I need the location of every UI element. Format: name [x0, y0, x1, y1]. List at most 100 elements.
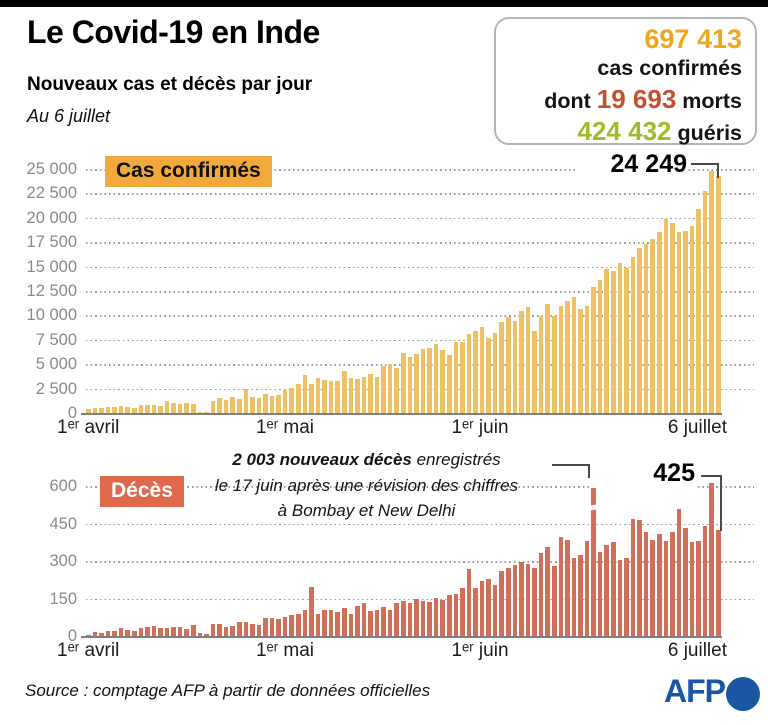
cas_confirmes-bar	[689, 226, 695, 413]
cas_confirmes-bar	[420, 349, 426, 413]
deces-bar	[433, 597, 439, 636]
deces-bar	[394, 603, 399, 636]
cas_confirmes-bar	[105, 407, 111, 413]
cas_confirmes-bar	[138, 405, 144, 413]
cas_confirmes-bar	[604, 269, 609, 413]
cas_confirmes-bar	[427, 348, 432, 413]
cas_confirmes-bar	[368, 374, 373, 413]
cas_confirmes-bar	[289, 388, 294, 413]
deces-bar	[151, 626, 157, 636]
recovered-count-line: 424 432 guéris	[496, 116, 742, 149]
cases-peak-value: 24 249	[575, 150, 687, 179]
gridline	[86, 598, 754, 601]
y-tick-label: 600	[49, 477, 77, 495]
recovered-suffix: guéris	[671, 121, 742, 145]
y-tick-label: 2 500	[35, 379, 77, 398]
cas_confirmes-bar	[276, 395, 281, 413]
cas_confirmes-bar	[492, 333, 498, 413]
deces-bar	[663, 541, 669, 636]
gridline	[86, 217, 754, 220]
deces-bar	[479, 580, 485, 636]
cas_confirmes-bar	[204, 411, 209, 413]
cas_confirmes-bar	[223, 400, 229, 413]
deaths-suffix: morts	[676, 89, 742, 113]
y-tick-label: 17 500	[26, 233, 77, 252]
deaths-chart-label-chip: Décès	[100, 476, 184, 507]
deces-bar	[191, 625, 196, 636]
cas_confirmes-bar	[99, 407, 104, 413]
y-tick-label: 22 500	[26, 184, 77, 203]
deces-bar	[302, 610, 308, 636]
y-tick-label: 7 500	[35, 330, 77, 349]
deces-bar	[269, 618, 275, 636]
gridline	[86, 291, 754, 293]
deces-bar	[624, 558, 629, 636]
cas_confirmes-bar	[650, 238, 655, 413]
annotation-bold-text: 2 003 nouveaux décès	[232, 450, 412, 469]
deces-bar	[401, 601, 406, 636]
deaths-plot-area: 600 450 300 150 0	[49, 477, 754, 645]
cas_confirmes-bar	[702, 190, 708, 413]
cas_confirmes-bar	[401, 352, 406, 413]
cas_confirmes-bar	[335, 380, 340, 413]
deces-bar	[440, 599, 445, 636]
cas_confirmes-bar	[309, 384, 314, 413]
deces-bar	[99, 633, 104, 636]
cas_confirmes-bar	[676, 232, 682, 413]
cas_confirmes-bar	[125, 407, 130, 413]
deces-bar	[407, 602, 413, 636]
y-tick-label: 5 000	[35, 355, 77, 374]
gridline	[86, 193, 754, 195]
cas_confirmes-bar	[250, 397, 255, 413]
cas_confirmes-bar	[519, 311, 524, 413]
cas_confirmes-bar	[171, 402, 176, 413]
cas_confirmes-bar	[440, 350, 445, 413]
gridline	[86, 339, 754, 342]
deces-bar	[322, 610, 327, 636]
date-note: Au 6 juillet	[27, 106, 111, 126]
deces-bar	[309, 587, 314, 636]
cas_confirmes-bar	[446, 355, 452, 413]
deces-bar	[341, 608, 347, 636]
deces-bar	[446, 594, 452, 636]
deces-bar	[361, 602, 367, 636]
deces-bar	[630, 519, 636, 636]
cas_confirmes-bar	[328, 381, 334, 413]
cas_confirmes-bar	[394, 367, 399, 413]
y-tick-label: 450	[49, 514, 77, 533]
cas_confirmes-bar	[565, 301, 570, 413]
cas_confirmes-bar	[571, 296, 577, 413]
cas_confirmes-bar	[243, 388, 249, 413]
deces-bar	[276, 619, 281, 636]
deces-bar	[348, 614, 354, 636]
annotation-callout-line	[552, 464, 590, 478]
cas_confirmes-bar	[532, 330, 537, 413]
y-tick-label: 10 000	[26, 306, 77, 325]
deces-bar	[177, 626, 183, 636]
deces-bar	[145, 626, 150, 636]
deces-bar	[656, 534, 662, 636]
cas_confirmes-bar	[387, 363, 393, 413]
deces-bar	[696, 541, 701, 636]
deces-bar	[466, 568, 472, 636]
cas_confirmes-bar	[210, 400, 216, 413]
deces-bar	[506, 567, 511, 636]
deces-bar	[230, 625, 235, 636]
deces-bar	[236, 621, 242, 636]
cas_confirmes-bar	[361, 376, 367, 413]
deces-bar	[131, 631, 137, 636]
cas_confirmes-bar	[545, 304, 550, 413]
deces-bar	[210, 624, 216, 636]
deces-bar	[683, 527, 688, 636]
y-tick-label: 15 000	[26, 257, 77, 276]
cas_confirmes-bar	[551, 315, 557, 413]
cas_confirmes-bar	[151, 404, 157, 413]
deces-bar	[282, 616, 288, 636]
deaths-x-tick-april: 1ᵉʳ avril	[57, 640, 120, 661]
confirmed-label: cas confirmés	[597, 56, 742, 80]
cas_confirmes-bar	[433, 343, 439, 413]
cases-chart-label-chip: Cas confirmés	[105, 156, 272, 187]
cas_confirmes-bar	[414, 354, 419, 413]
deces-bar	[86, 634, 91, 636]
cas_confirmes-bar	[499, 322, 504, 413]
